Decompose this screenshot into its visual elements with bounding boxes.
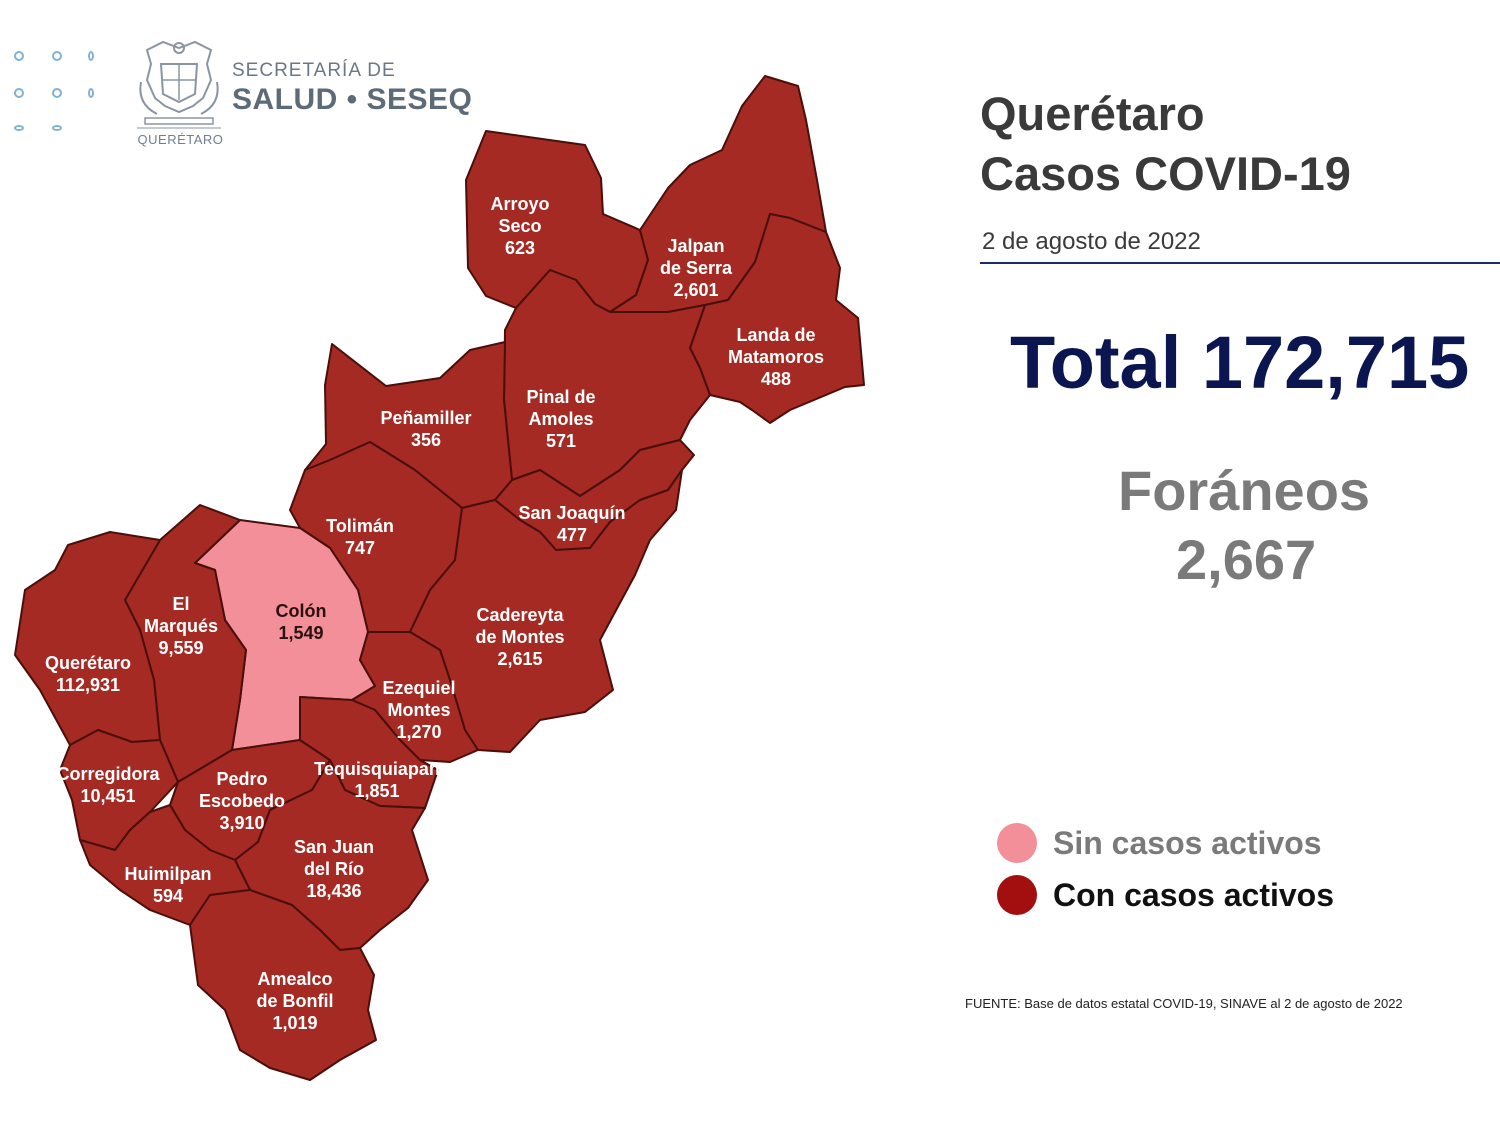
municipality-amealco-name: Amealco [257, 969, 332, 989]
municipality-colon-name: Colón [276, 601, 327, 621]
municipality-tolimán-cases: 747 [345, 538, 375, 558]
municipality-arroyo-seco-name: Arroyo [490, 194, 549, 214]
municipality-el-marques-name: Marqués [144, 616, 218, 636]
municipality-jalpan-name: de Serra [660, 258, 733, 278]
report-date: 2 de agosto de 2022 [982, 228, 1201, 255]
legend-inactive: Sin casos activos [997, 823, 1322, 863]
municipality-ezequiel-montes [351, 631, 479, 763]
legend-inactive-swatch [997, 823, 1037, 863]
legend-active: Con casos activos [997, 875, 1334, 915]
municipality-pedro-escobedo-name: Escobedo [199, 791, 285, 811]
municipality-queretaro [14, 531, 161, 746]
legend-active-swatch [997, 875, 1037, 915]
title-line-2: Casos COVID-19 [980, 147, 1351, 200]
municipality-san-joaquin-cases: 477 [557, 525, 587, 545]
municipality-corregidora-cases: 10,451 [80, 786, 135, 806]
municipality-el-marques-cases: 9,559 [158, 638, 203, 658]
title-line-1: Querétaro [980, 87, 1205, 140]
municipality-huimilpan-name: Huimilpan [124, 864, 211, 884]
municipality-san-juan-cases: 18,436 [306, 881, 361, 901]
municipality-landa-name: Landa de [736, 325, 815, 345]
municipality-queretaro-name: Querétaro [45, 653, 131, 673]
municipality-ezequiel-montes-name: Ezequiel [382, 678, 455, 698]
municipality-pedro-escobedo-cases: 3,910 [219, 813, 264, 833]
municipality-queretaro-cases: 112,931 [56, 675, 120, 695]
title-divider [980, 262, 1500, 264]
logo-salud-seseq-text: SALUD • SESEQ [232, 83, 473, 116]
legend-active-label: Con casos activos [1053, 876, 1334, 913]
foraneos-value: 2,667 [1176, 528, 1317, 591]
logo-secretaria-text: SECRETARÍA DE [232, 60, 396, 81]
source-note: FUENTE: Base de datos estatal COVID-19, … [965, 996, 1403, 1011]
municipality-san-joaquin-name: San Joaquín [518, 503, 625, 523]
foraneos-label: Foráneos [1118, 459, 1371, 522]
logo-dot-pattern [10, 45, 100, 145]
municipality-colon-cases: 1,549 [278, 623, 323, 643]
municipality-tequisquiapan-cases: 1,851 [354, 781, 399, 801]
municipality-san-juan-name: del Río [304, 859, 364, 879]
municipality-jalpan-name: Jalpan [667, 236, 724, 256]
municipality-pedro-escobedo-name: Pedro [216, 769, 267, 789]
municipality-amealco-name: de Bonfil [257, 991, 334, 1011]
legend-inactive-label: Sin casos activos [1053, 824, 1322, 861]
municipality-penamiller-cases: 356 [411, 430, 441, 450]
municipality-arroyo-seco-name: Seco [498, 216, 541, 236]
municipality-cadereyta-name: de Montes [475, 627, 564, 647]
municipality-shapes [14, 75, 865, 1081]
seal-caption: QUERÉTARO [137, 132, 224, 147]
municipality-amealco-cases: 1,019 [272, 1013, 317, 1033]
municipality-tolimán-name: Tolimán [326, 516, 394, 536]
municipality-tequisquiapan [299, 696, 439, 809]
municipality-ezequiel-montes-cases: 1,270 [396, 722, 441, 742]
municipality-pinal-cases: 571 [546, 431, 576, 451]
municipality-ezequiel-montes-name: Montes [388, 700, 451, 720]
municipality-jalpan-cases: 2,601 [673, 280, 718, 300]
municipality-huimilpan [79, 804, 251, 926]
municipality-arroyo-seco-cases: 623 [505, 238, 535, 258]
municipality-pinal-name: Pinal de [526, 387, 595, 407]
municipality-cadereyta-name: Cadereyta [476, 605, 564, 625]
municipality-el-marques-name: El [172, 594, 189, 614]
municipality-pinal-name: Amoles [528, 409, 593, 429]
municipality-amealco [189, 889, 377, 1081]
municipality-landa-cases: 488 [761, 369, 791, 389]
municipality-corregidora-name: Corregidora [56, 764, 160, 784]
total-cases: Total 172,715 [1010, 321, 1470, 404]
municipality-tequisquiapan-name: Tequisquiapan [314, 759, 440, 779]
municipality-san-juan-name: San Juan [294, 837, 374, 857]
municipality-penamiller-name: Peñamiller [380, 408, 471, 428]
state-seal-icon [137, 40, 221, 129]
municipality-cadereyta-cases: 2,615 [497, 649, 542, 669]
municipality-landa-name: Matamoros [728, 347, 824, 367]
municipality-san-juan [234, 759, 429, 951]
municipality-huimilpan-cases: 594 [153, 886, 183, 906]
